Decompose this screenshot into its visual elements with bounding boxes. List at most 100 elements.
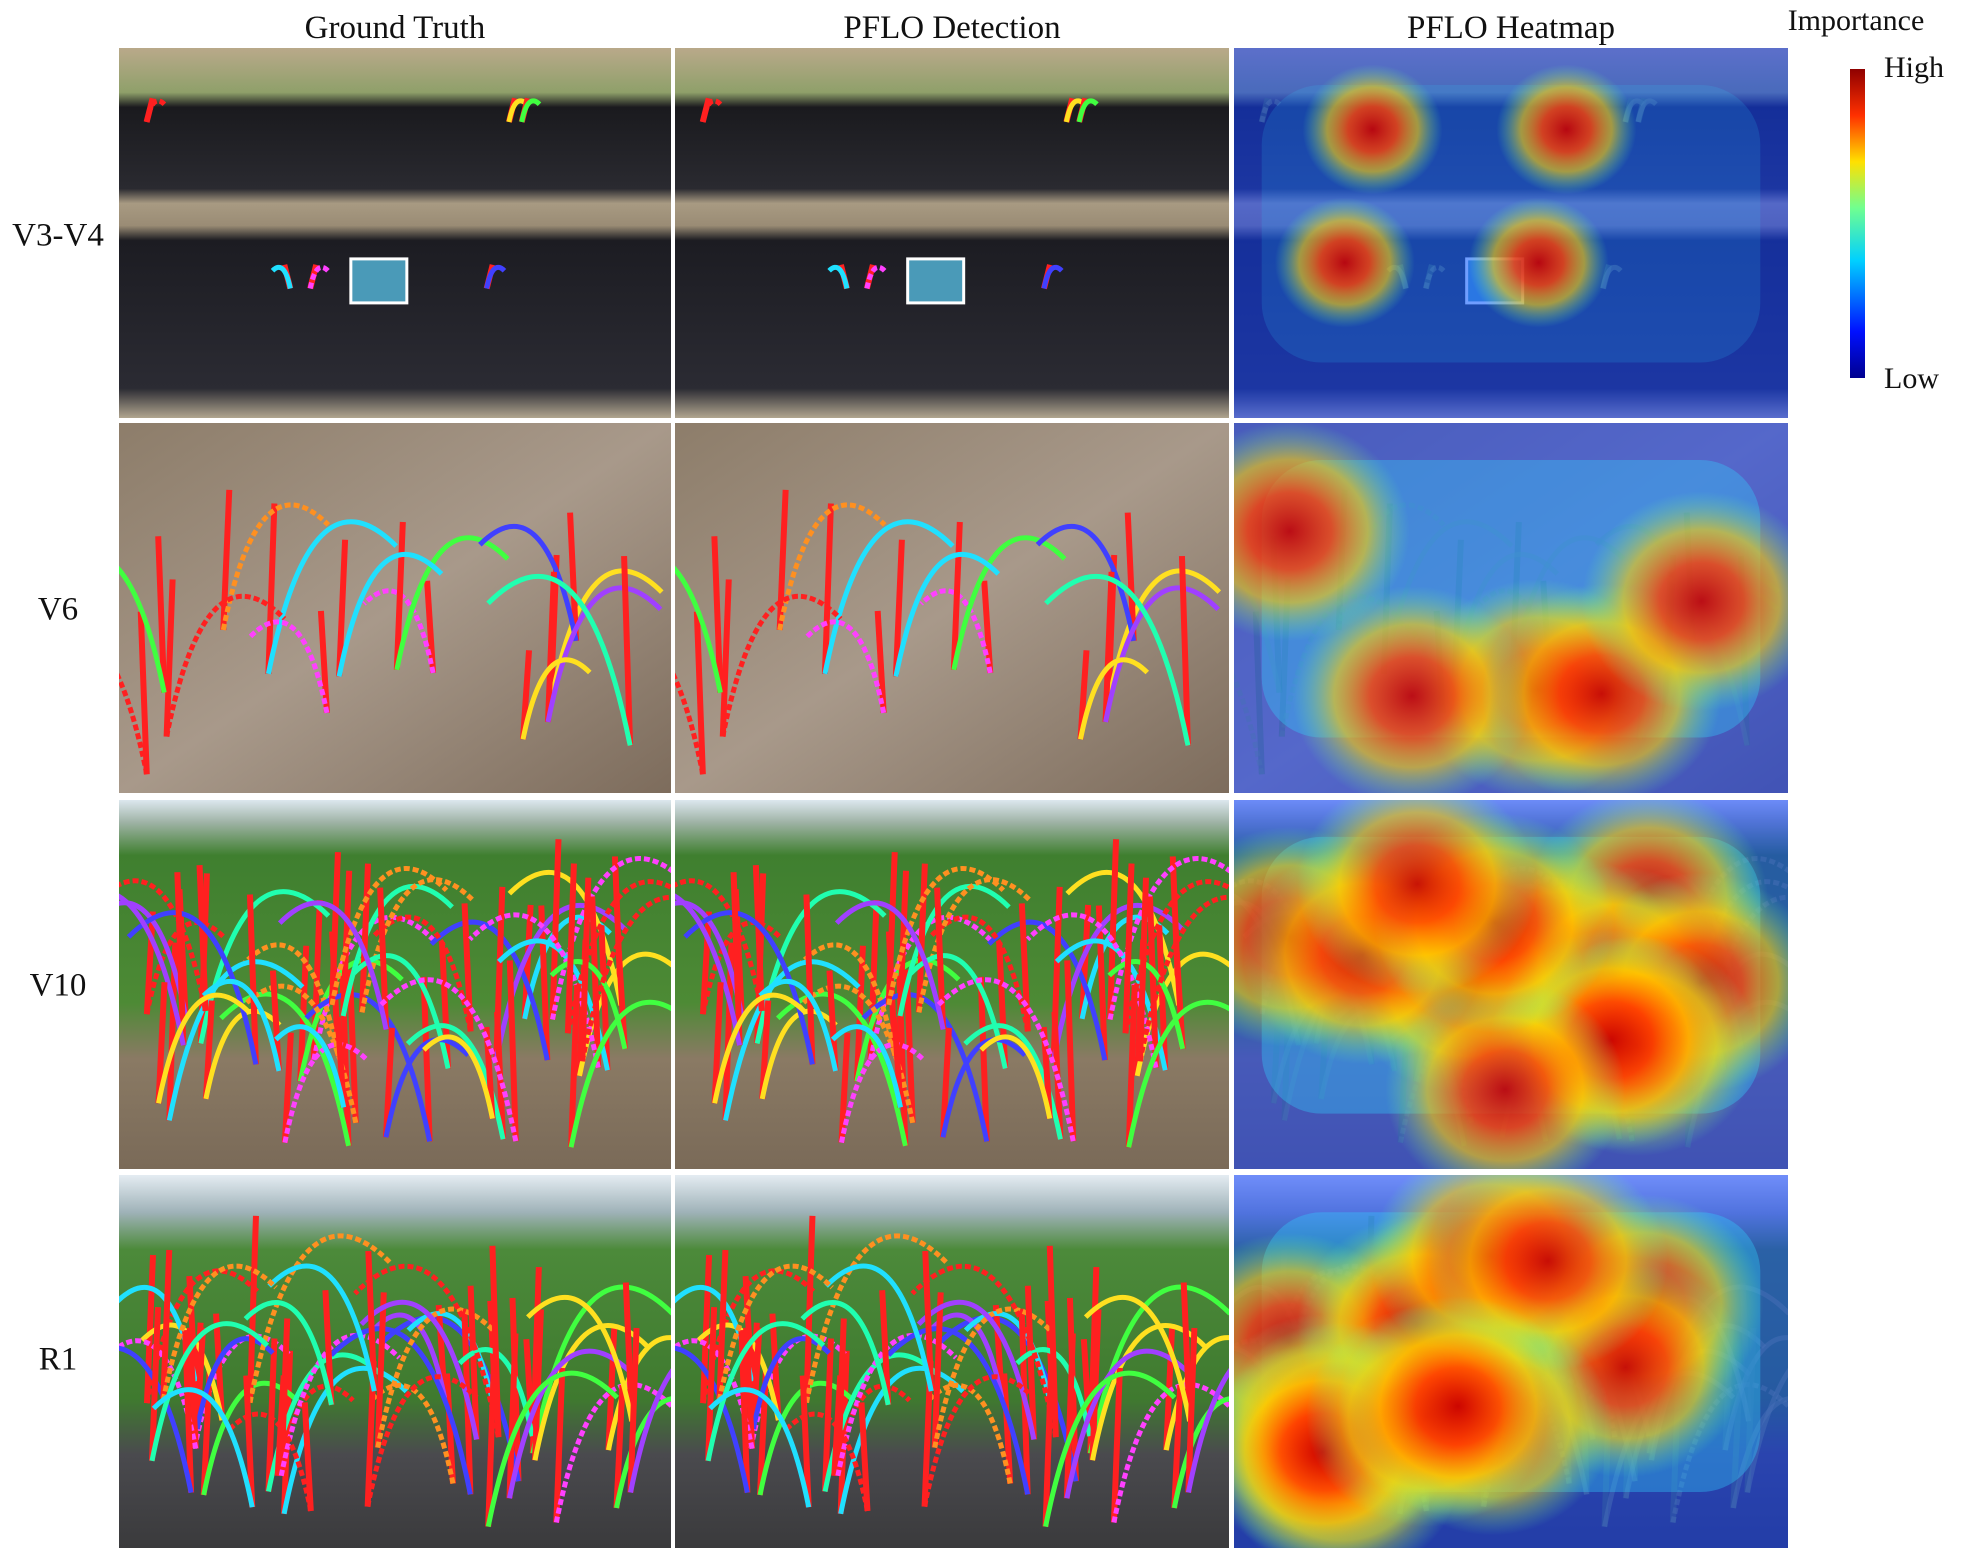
stem — [711, 536, 724, 693]
leaf — [248, 619, 330, 714]
heat-spot — [1468, 197, 1609, 328]
stem — [278, 1318, 291, 1476]
leaf — [1123, 879, 1229, 1034]
leaf — [484, 264, 507, 290]
leaf — [520, 657, 592, 740]
leaf — [935, 977, 1076, 1142]
stem — [769, 1313, 782, 1421]
stem — [281, 1032, 294, 1143]
stem — [700, 1254, 713, 1404]
leaf — [979, 1034, 1053, 1120]
stem — [143, 1254, 156, 1404]
stem — [1180, 1282, 1193, 1422]
leaf — [1111, 1382, 1229, 1524]
leaf — [368, 1382, 456, 1485]
leaf — [478, 523, 579, 642]
stem — [1163, 1323, 1176, 1451]
stem — [858, 1402, 871, 1512]
leaf — [803, 1233, 949, 1404]
stem — [531, 1309, 544, 1461]
leaf — [799, 942, 898, 1057]
stem — [564, 863, 577, 1034]
stem — [977, 976, 990, 1142]
leaf — [700, 1268, 816, 1404]
leaf — [194, 1336, 275, 1430]
leaf — [700, 98, 723, 123]
leaf — [493, 902, 628, 1060]
leaf — [605, 1335, 671, 1451]
stem — [220, 489, 233, 631]
leaf — [282, 1042, 370, 1144]
panel — [119, 800, 671, 1169]
stem — [1102, 571, 1115, 723]
leaf — [365, 1374, 479, 1508]
leaf — [893, 552, 1001, 677]
heat-spot — [1338, 1296, 1579, 1517]
stem — [897, 870, 910, 1017]
leaf — [1041, 264, 1064, 290]
leaf — [1087, 1284, 1229, 1454]
stem — [934, 887, 947, 1030]
column-header: Ground Truth — [305, 10, 486, 46]
leaf — [126, 910, 259, 1065]
leaf — [834, 900, 946, 1030]
stem — [439, 941, 451, 1069]
leaf — [910, 1263, 1059, 1438]
leaf — [247, 1233, 392, 1404]
leaf — [267, 1263, 377, 1392]
stem — [269, 970, 282, 1072]
leaf — [963, 1023, 1063, 1140]
leaf — [936, 1315, 1079, 1482]
leaf — [378, 977, 519, 1142]
leaf — [839, 1042, 926, 1144]
leaf — [307, 264, 330, 290]
stem — [950, 521, 963, 670]
stem — [939, 1027, 952, 1138]
leaf — [119, 893, 186, 1046]
leaf — [553, 1382, 671, 1524]
stem — [821, 503, 834, 675]
stem — [549, 839, 562, 1020]
leaf — [359, 877, 476, 1013]
stem — [838, 1032, 851, 1143]
stem — [393, 521, 406, 670]
heat-spot — [1496, 64, 1637, 195]
stem — [317, 610, 330, 714]
leaf — [925, 1382, 1013, 1485]
leaf — [281, 1365, 409, 1515]
leaf — [822, 519, 955, 675]
leaf — [1044, 573, 1191, 746]
leaf — [160, 1263, 278, 1401]
leaf — [394, 535, 510, 671]
stem — [1089, 1309, 1102, 1461]
colorbar-title: Importance — [1788, 4, 1925, 37]
leaf — [1083, 1295, 1193, 1422]
row-label: R1 — [39, 1342, 78, 1378]
leaf — [486, 573, 633, 746]
stem — [589, 896, 602, 1068]
leaf — [507, 1348, 635, 1499]
stem — [1185, 1327, 1198, 1493]
leaf — [830, 1024, 903, 1108]
stem — [553, 1367, 566, 1523]
leaf — [940, 1037, 1027, 1138]
stem — [621, 555, 634, 746]
leaf — [827, 264, 850, 290]
stem — [202, 1000, 215, 1100]
leaf — [379, 1315, 521, 1482]
leaf — [151, 1387, 255, 1508]
heat-spot — [1302, 64, 1443, 195]
heat-spot — [1385, 979, 1626, 1169]
leaf — [777, 502, 887, 631]
heat-spot — [1292, 585, 1533, 793]
stem — [155, 982, 168, 1104]
stem — [996, 941, 1009, 1069]
color-chart — [349, 257, 409, 305]
stem — [506, 1333, 519, 1499]
stem — [246, 894, 259, 1065]
stem — [1079, 904, 1092, 1020]
leaf — [1163, 1335, 1229, 1451]
panel — [1234, 1175, 1788, 1548]
panel — [1234, 48, 1788, 418]
leaf — [723, 959, 861, 1121]
